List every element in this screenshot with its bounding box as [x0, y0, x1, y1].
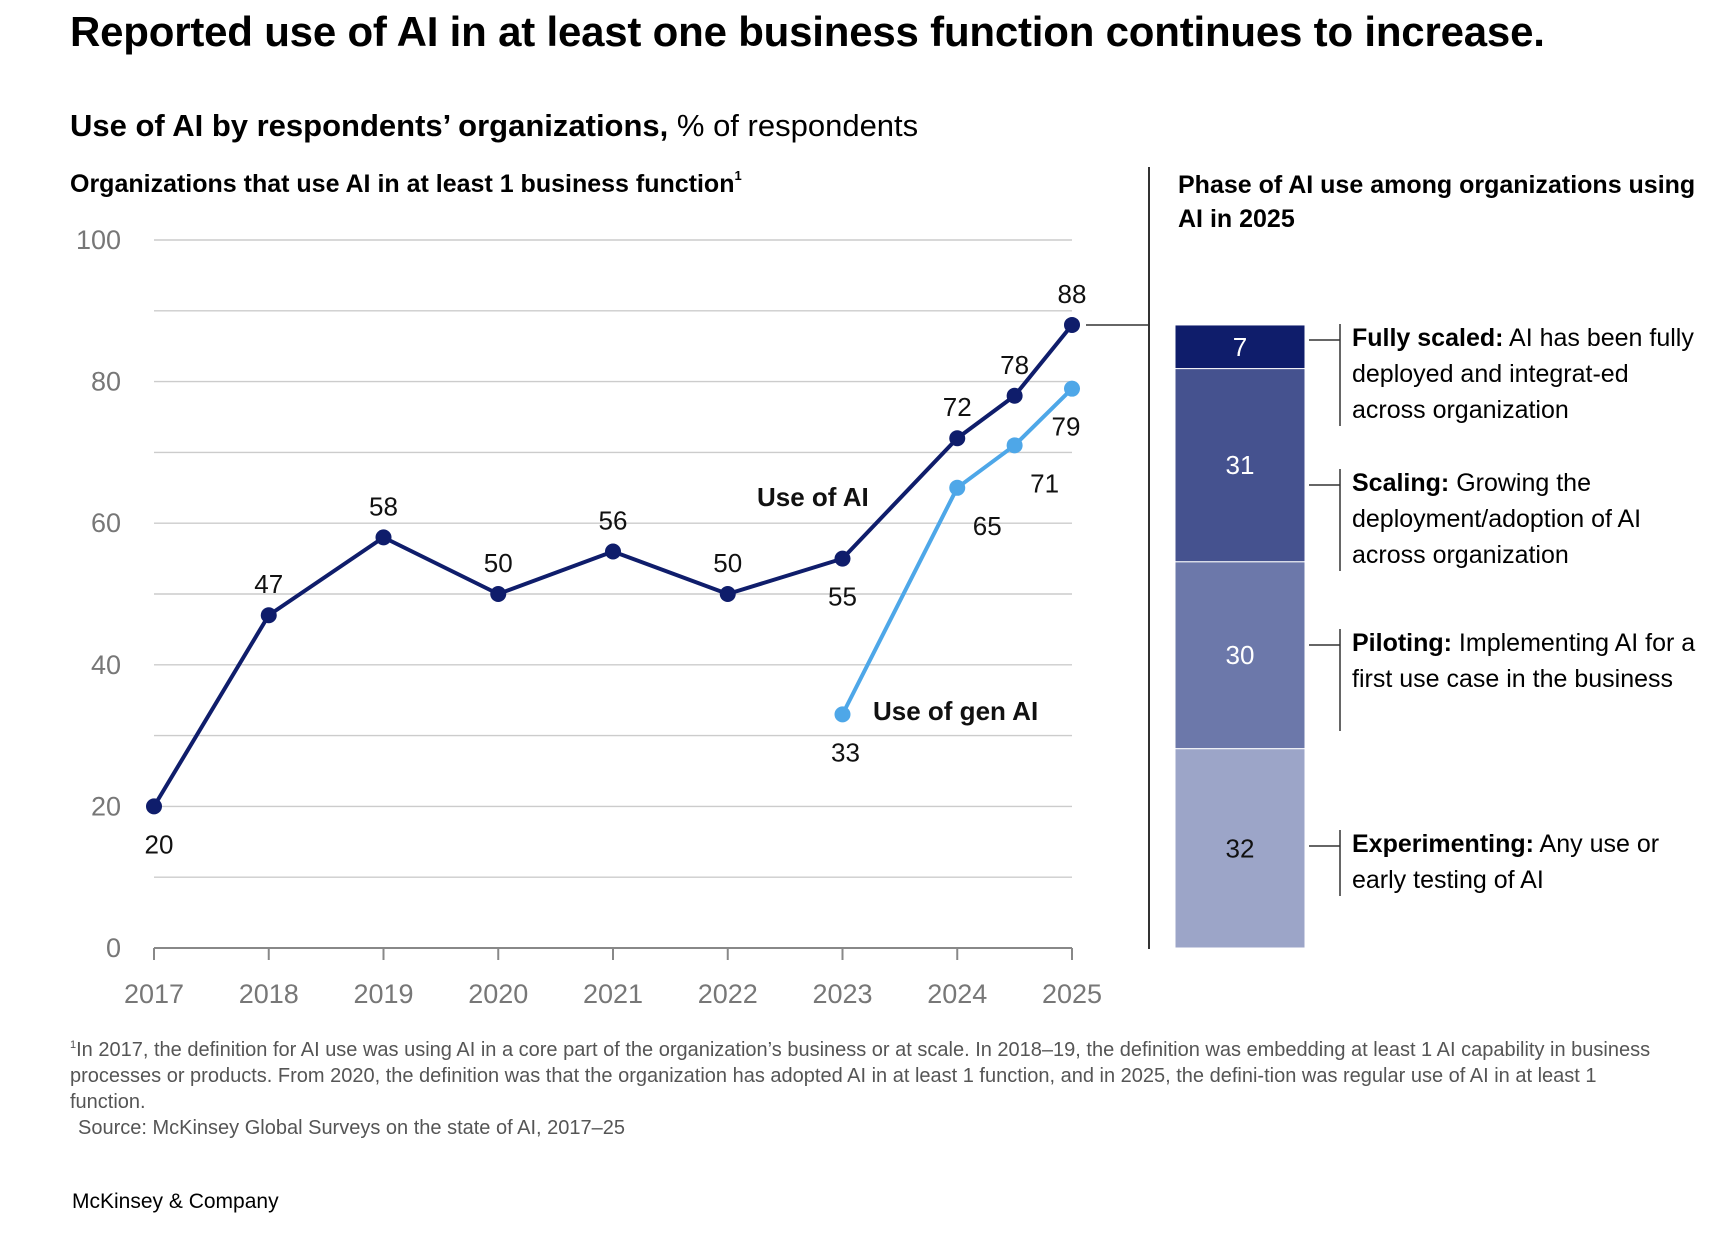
ai-series-point [1064, 316, 1080, 333]
x-tick-label: 2017 [124, 979, 184, 1009]
x-tick-label: 2025 [1042, 979, 1102, 1009]
phase-label: Experimenting: Any use or early testing … [1352, 826, 1697, 898]
footnote-marker: 1 [734, 168, 742, 183]
ai-series-line [152, 323, 1074, 808]
x-tick-label: 2021 [583, 979, 643, 1009]
x-tick-label: 2019 [353, 979, 413, 1009]
footnote-text: 1In 2017, the definition for AI use was … [70, 1032, 1670, 1115]
footnote: 1In 2017, the definition for AI use was … [70, 1032, 1670, 1141]
ai-series-point [490, 586, 507, 602]
gen-ai-series-point [1064, 380, 1080, 397]
phase-description: Implementing AI for a first use case in … [1352, 629, 1696, 693]
ai-series-point [260, 607, 277, 624]
segment-value-label: 30 [1226, 640, 1255, 670]
phase-name: Piloting: [1352, 629, 1452, 657]
subtitle-bold: Use of AI by respondents’ organizations, [70, 108, 669, 143]
y-tick-label: 20 [91, 791, 121, 821]
phase-label: Fully scaled: AI has been fully deployed… [1352, 320, 1697, 428]
phase-name: Fully scaled: [1352, 324, 1504, 352]
left-chart-title: Organizations that use AI in at least 1 … [70, 168, 742, 199]
right-chart-title: Phase of AI use among organizations usin… [1178, 171, 1696, 233]
x-tick-label: 2024 [927, 979, 987, 1009]
stacked-bar-segment [1174, 748, 1306, 949]
phase-description: Any use or early testing of AI [1352, 830, 1660, 894]
series-label-use-of-ai: Use of AI [757, 482, 869, 512]
ai-series-point [949, 430, 966, 447]
segment-value-label: 31 [1226, 450, 1255, 480]
ai-series-point [719, 586, 736, 602]
gen-ai-series-line [840, 387, 1074, 716]
source-note: Source: McKinsey Global Surveys on the s… [78, 1117, 625, 1139]
gen-ai-series-point [834, 706, 851, 723]
stacked-bar-segment [1174, 368, 1306, 563]
gen-ai-series-point [949, 479, 966, 496]
stacked-bar-segment [1174, 561, 1306, 750]
x-tick-label: 2020 [468, 979, 528, 1009]
series-label-use-of-gen-ai: Use of gen AI [873, 696, 1038, 726]
y-tick-label: 80 [91, 367, 121, 397]
ai-series-data-label: 50 [713, 548, 742, 578]
gen-ai-series-data-label: 71 [1030, 468, 1059, 498]
ai-series-point [375, 529, 392, 546]
ai-series-data-label: 58 [369, 491, 398, 521]
footnote-sup: 1 [70, 1039, 77, 1051]
segment-value-label: 7 [1233, 332, 1247, 362]
ai-series-data-label: 88 [1058, 279, 1087, 309]
ai-series-data-label: 56 [599, 506, 628, 536]
subtitle-unit: % of respondents [668, 108, 919, 143]
gen-ai-series-data-label: 65 [973, 511, 1002, 541]
footnote-body: In 2017, the definition for AI use was u… [70, 1039, 1651, 1113]
ai-series-data-label: 78 [1000, 350, 1029, 380]
gen-ai-series-data-label: 33 [831, 737, 860, 767]
gen-ai-series-data-label: 79 [1052, 412, 1081, 442]
ai-series-point [146, 798, 162, 815]
stacked-bar-segment [1174, 324, 1306, 370]
y-tick-label: 0 [106, 933, 121, 963]
x-tick-label: 2023 [812, 979, 872, 1009]
ai-series-data-label: 20 [145, 829, 174, 859]
ai-series-data-label: 50 [484, 548, 513, 578]
chart-canvas: 0 20 40 60 80 100 2017 2018 2019 2020 2021 2022 2023… [76, 225, 1341, 1009]
phase-description: Growing the deployment/adoption of AI ac… [1352, 469, 1642, 569]
headline: Reported use of AI in at least one busin… [70, 8, 1545, 55]
phase-description: AI has been fully deployed and integrat-… [1352, 324, 1694, 424]
ai-series-point [834, 550, 851, 567]
ai-series-data-label: 55 [828, 582, 857, 612]
x-tick-label: 2022 [698, 979, 758, 1009]
y-tick-label: 40 [91, 650, 121, 680]
ai-series-point [1006, 387, 1023, 404]
left-chart-title-text: Organizations that use AI in at least 1 … [70, 170, 735, 198]
panel-divider [1148, 167, 1150, 949]
ai-series-data-label: 47 [254, 569, 283, 599]
gen-ai-series-point [1006, 437, 1023, 454]
phase-label: Piloting: Implementing AI for a first us… [1352, 625, 1697, 697]
chart-subtitle: Use of AI by respondents’ organizations,… [70, 108, 918, 144]
ai-series-point [605, 543, 621, 560]
segment-value-label: 32 [1226, 833, 1255, 863]
ai-series-data-label: 72 [943, 392, 972, 422]
phase-name: Scaling: [1352, 469, 1450, 497]
phase-name: Experimenting: [1352, 830, 1534, 858]
brand-name: McKinsey & Company [72, 1190, 279, 1213]
y-tick-label: 60 [91, 508, 121, 538]
phase-label: Scaling: Growing the deployment/adoption… [1352, 465, 1697, 573]
x-tick-label: 2018 [239, 979, 299, 1009]
y-tick-label: 100 [76, 225, 121, 255]
